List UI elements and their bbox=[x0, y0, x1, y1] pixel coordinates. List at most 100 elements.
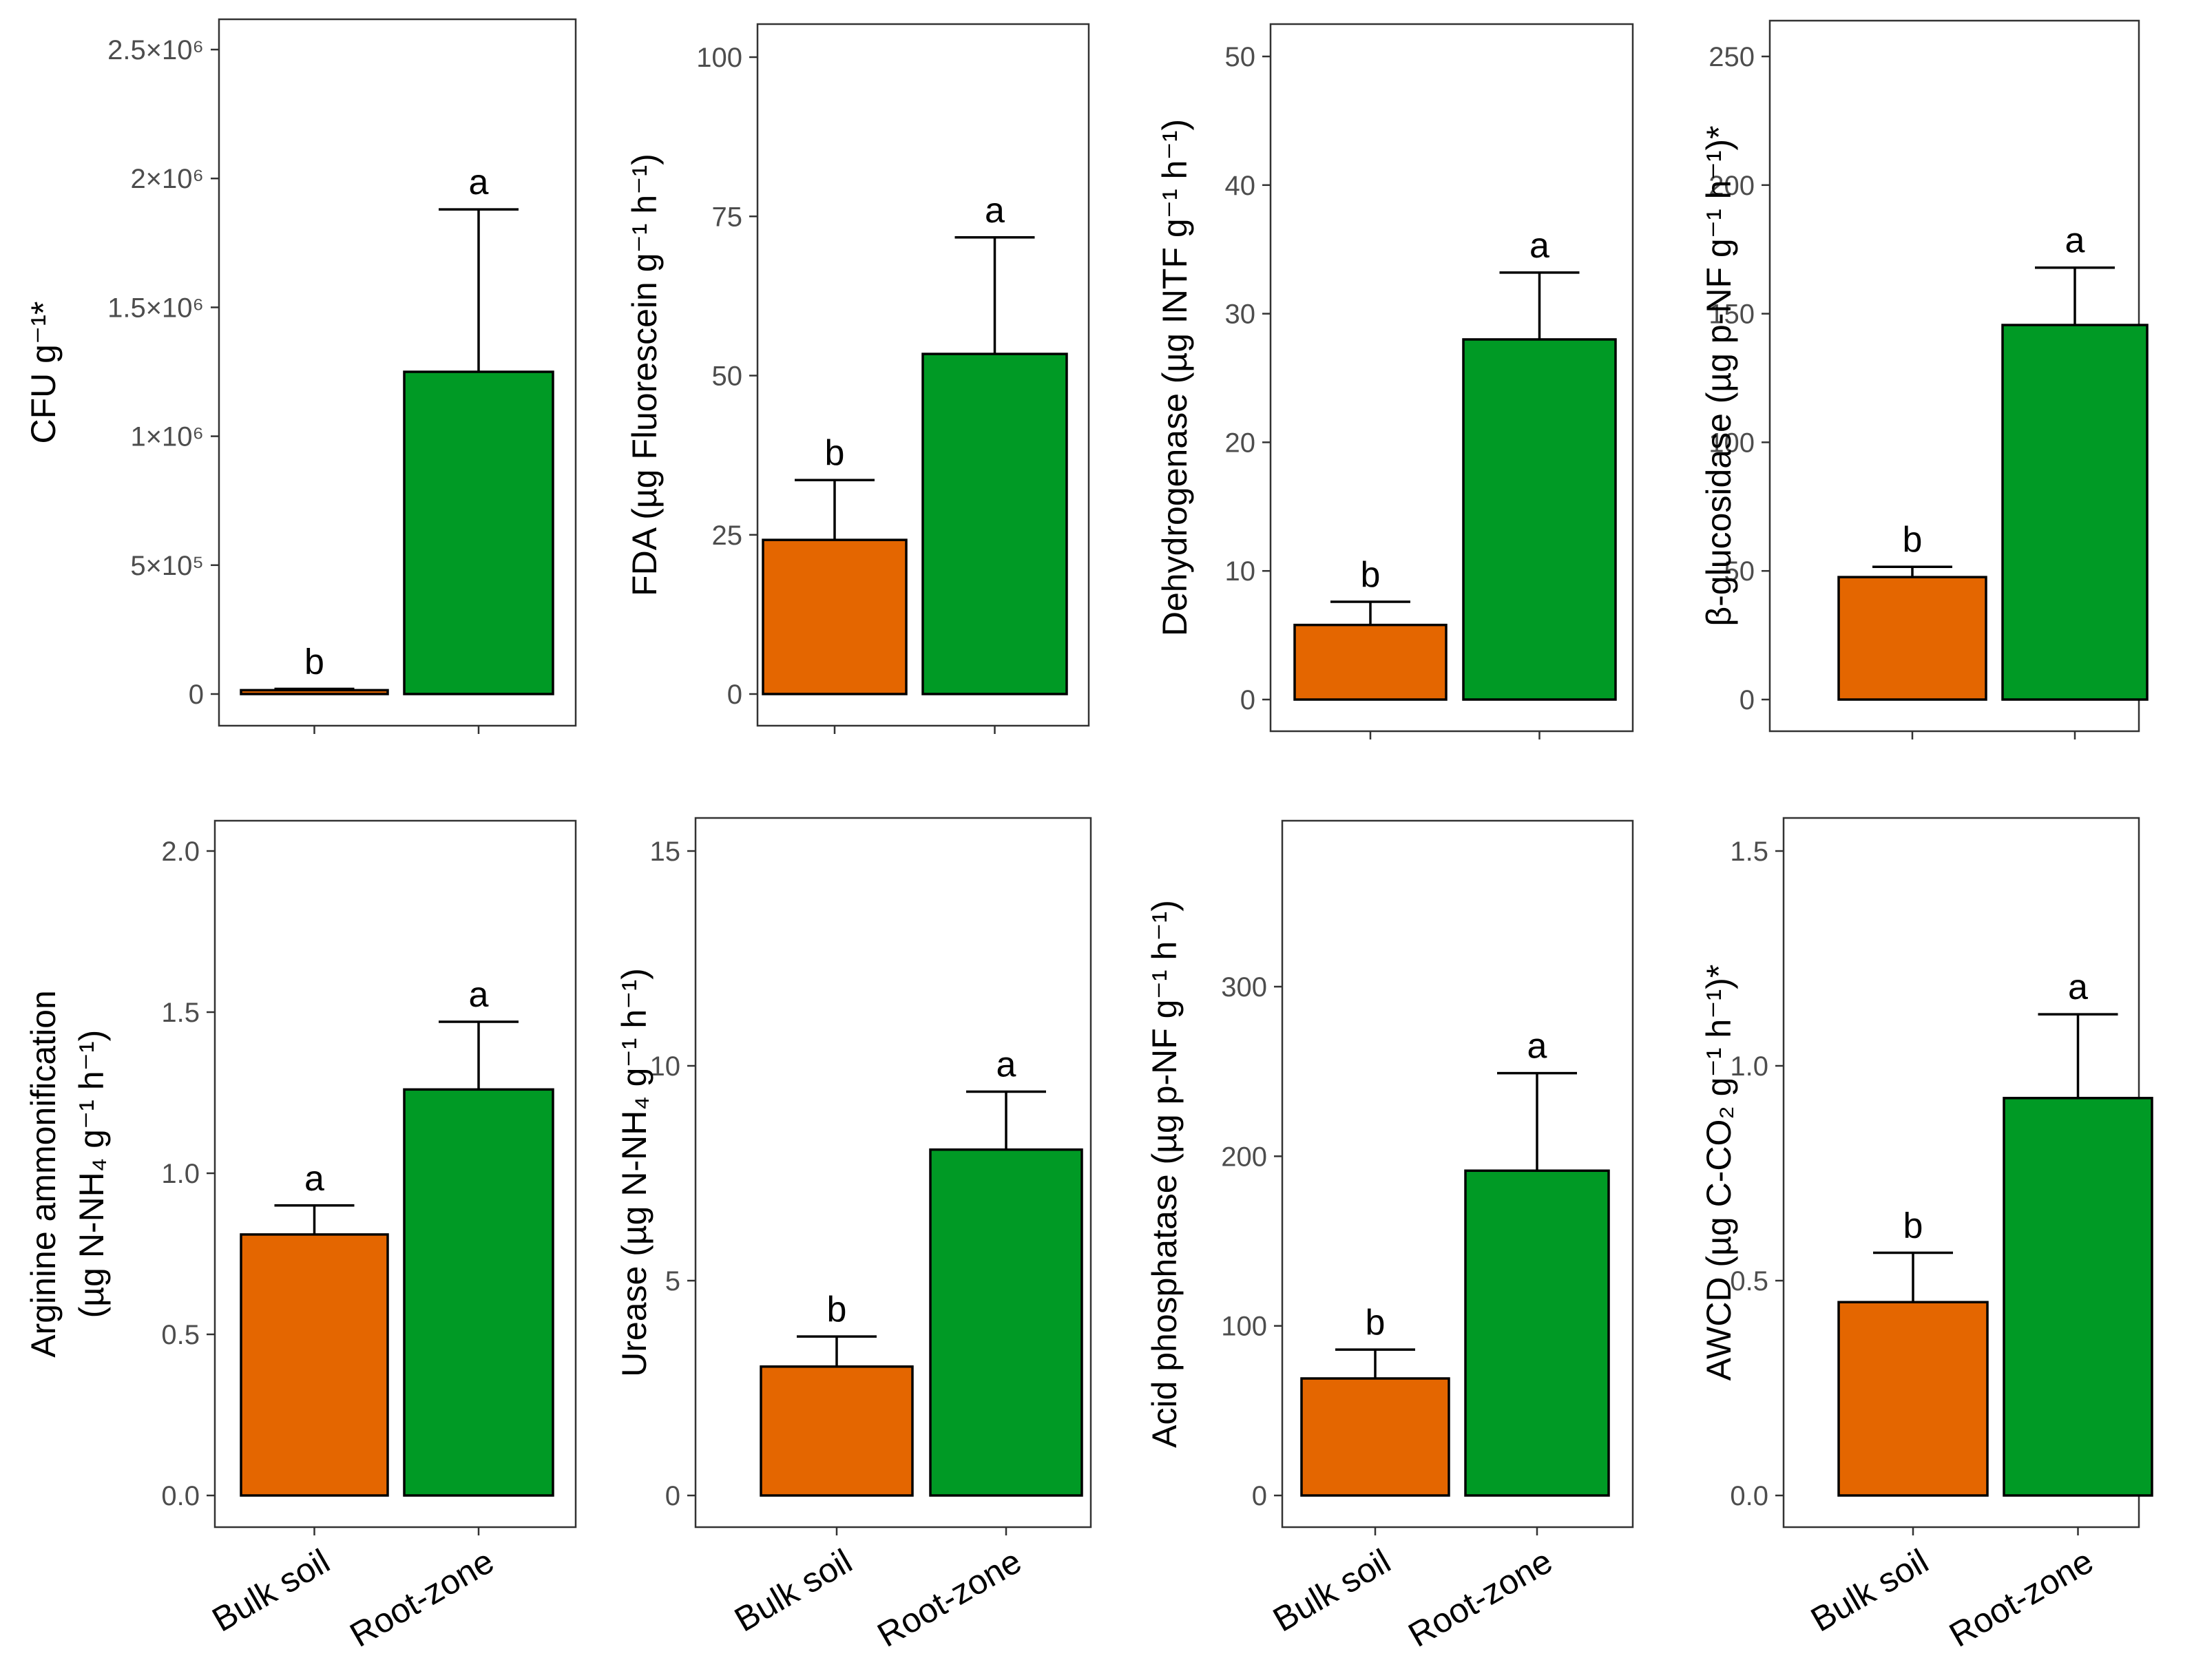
y-tick-label: 0 bbox=[1739, 685, 1755, 715]
y-axis-label-line: (µg N-NH₄ g⁻¹ h⁻¹) bbox=[72, 1030, 111, 1319]
bar-root-zone bbox=[403, 1088, 554, 1497]
y-tick-label: 0 bbox=[189, 680, 204, 710]
y-axis-label: Acid phosphatase (µg p-NF g⁻¹ h⁻¹) bbox=[1145, 900, 1184, 1448]
panel-3: 0 10 20 30 40 50 Dehydrogenase (µg INTF g⁻¹ h⁻… bbox=[1156, 23, 1634, 739]
y-tick-label: 1.5 bbox=[1730, 837, 1768, 867]
y-tick-label: 0.5 bbox=[161, 1320, 200, 1350]
y-axis-label-line: AWCD (µg C-CO₂ g⁻¹ h⁻¹)* bbox=[1700, 965, 1738, 1381]
bar-bulk-soil bbox=[762, 538, 908, 695]
y-axis-label: Urease (µg N-NH₄ g⁻¹ h⁻¹) bbox=[615, 968, 654, 1377]
plot-frame bbox=[218, 18, 577, 727]
x-tick-label: Root-zone bbox=[1402, 1542, 1559, 1655]
y-tick-label: 75 bbox=[712, 202, 743, 232]
significance-letter: b bbox=[304, 642, 324, 682]
y-tick-label: 1×10⁶ bbox=[130, 422, 204, 452]
panel-4: 0 50 100 150 200 250 β-glucosidase (µg p-NF g⁻… bbox=[1700, 19, 2149, 739]
significance-letter: a bbox=[304, 1159, 324, 1199]
y-tick-label: 40 bbox=[1225, 171, 1256, 201]
y-axis-label-line: β-glucosidase (µg p-NF g⁻¹ h⁻¹)* bbox=[1700, 125, 1738, 626]
significance-letter: a bbox=[469, 975, 489, 1015]
bar-root-zone bbox=[403, 370, 554, 695]
significance-letter: b bbox=[1903, 1206, 1923, 1246]
y-tick-label: 250 bbox=[1709, 42, 1755, 72]
plot-frame bbox=[1281, 819, 1634, 1529]
x-tick-label: Bulk soil bbox=[1266, 1542, 1397, 1639]
y-axis-label-line: Acid phosphatase (µg p-NF g⁻¹ h⁻¹) bbox=[1145, 900, 1184, 1448]
panel-7: 0 100 200 300 Acid phosphatase (µg p-NF g⁻¹ … bbox=[1145, 819, 1634, 1655]
y-tick-label: 20 bbox=[1225, 428, 1256, 458]
y-tick-label: 0 bbox=[727, 680, 742, 710]
bar-bulk-soil bbox=[1837, 576, 1987, 701]
y-tick-label: 0 bbox=[665, 1481, 680, 1511]
significance-letter: b bbox=[825, 433, 845, 473]
significance-letter: a bbox=[2068, 967, 2088, 1007]
y-tick-label: 0 bbox=[1240, 685, 1255, 715]
y-tick-label: 5 bbox=[665, 1266, 680, 1296]
x-tick-label: Bulk soil bbox=[1804, 1542, 1934, 1639]
y-axis-label: FDA (µg Fluorescein g⁻¹ h⁻¹) bbox=[625, 154, 664, 596]
y-tick-label: 100 bbox=[696, 43, 742, 73]
y-tick-label: 100 bbox=[1221, 1312, 1267, 1342]
y-tick-label: 50 bbox=[1724, 556, 1755, 587]
x-tick-label: Bulk soil bbox=[728, 1542, 858, 1639]
y-tick-label: 25 bbox=[712, 521, 743, 551]
bar-root-zone bbox=[921, 353, 1068, 695]
significance-letter: a bbox=[1529, 226, 1549, 266]
y-tick-label: 2×10⁶ bbox=[130, 164, 204, 194]
panel-8: 0.0 0.5 1.0 1.5 AWCD (µg C-CO₂ g⁻¹ h⁻¹)* b Bul… bbox=[1700, 817, 2153, 1655]
bar-bulk-soil bbox=[1293, 623, 1448, 701]
y-tick-label: 1.0 bbox=[161, 1159, 200, 1189]
y-tick-label: 30 bbox=[1225, 300, 1256, 330]
y-tick-label: 0 bbox=[1252, 1481, 1267, 1511]
bar-root-zone bbox=[2003, 1097, 2153, 1497]
significance-letter: a bbox=[2065, 221, 2085, 261]
x-tick-label: Root-zone bbox=[1943, 1542, 2100, 1655]
panel-6: 0 5 10 15 Urease (µg N-NH₄ g⁻¹ h⁻¹) b Bulk soi… bbox=[615, 817, 1092, 1655]
bar-root-zone bbox=[1464, 1169, 1610, 1497]
bar-bulk-soil bbox=[760, 1365, 914, 1497]
y-tick-label: 5×10⁵ bbox=[130, 551, 204, 581]
y-tick-label: 200 bbox=[1709, 171, 1755, 201]
y-tick-label: 1.5×10⁶ bbox=[107, 293, 204, 323]
significance-letter: b bbox=[1903, 520, 1923, 560]
y-tick-label: 50 bbox=[1225, 42, 1256, 72]
bar-bulk-soil bbox=[240, 689, 389, 695]
bar-root-zone bbox=[929, 1148, 1083, 1497]
significance-letter: a bbox=[469, 162, 489, 202]
y-tick-label: 300 bbox=[1221, 972, 1267, 1002]
bar-bulk-soil bbox=[1837, 1301, 1989, 1497]
significance-letter: b bbox=[827, 1290, 847, 1330]
x-tick-label: Root-zone bbox=[344, 1542, 501, 1655]
bar-root-zone bbox=[1462, 338, 1617, 701]
y-tick-label: 200 bbox=[1221, 1142, 1267, 1172]
y-tick-label: 0.5 bbox=[1730, 1266, 1768, 1296]
x-tick-label: Bulk soil bbox=[206, 1542, 336, 1639]
x-tick-label: Root-zone bbox=[871, 1542, 1028, 1655]
y-axis-label: AWCD (µg C-CO₂ g⁻¹ h⁻¹)* bbox=[1700, 965, 1738, 1381]
significance-letter: b bbox=[1366, 1303, 1386, 1343]
y-axis-label: Arginine ammonification (µg N-NH₄ g⁻¹ h⁻¹… bbox=[24, 990, 111, 1358]
y-axis-label-line: Arginine ammonification bbox=[24, 990, 63, 1358]
bar-root-zone bbox=[2001, 324, 2149, 701]
panel-5: 0.0 0.5 1.0 1.5 2.0 Arginine ammonification (µ… bbox=[24, 819, 577, 1655]
y-tick-label: 50 bbox=[712, 361, 743, 392]
y-tick-label: 0.0 bbox=[1730, 1481, 1768, 1511]
y-axis-label: β-glucosidase (µg p-NF g⁻¹ h⁻¹)* bbox=[1700, 125, 1738, 626]
y-tick-label: 2.0 bbox=[161, 837, 200, 867]
panel-2: 0 25 50 75 100 FDA (µg Fluorescein g⁻¹ h⁻¹) b a bbox=[625, 23, 1090, 734]
y-tick-label: 150 bbox=[1709, 300, 1755, 330]
significance-letter: a bbox=[985, 191, 1005, 231]
y-tick-label: 2.5×10⁶ bbox=[107, 35, 204, 65]
y-axis-label: Dehydrogenase (µg INTF g⁻¹ h⁻¹) bbox=[1156, 119, 1194, 636]
y-axis-label-line: FDA (µg Fluorescein g⁻¹ h⁻¹) bbox=[625, 154, 664, 596]
significance-letter: a bbox=[1527, 1027, 1547, 1067]
y-axis-label-line: Dehydrogenase (µg INTF g⁻¹ h⁻¹) bbox=[1156, 119, 1194, 636]
panel-1: 0 5×10⁵ 1×10⁶ 1.5×10⁶ 2×10⁶ 2.5×10⁶ CFU g⁻¹* b a bbox=[24, 18, 577, 734]
y-axis-label: CFU g⁻¹* bbox=[24, 302, 63, 444]
y-tick-label: 1.0 bbox=[1730, 1051, 1768, 1082]
bar-bulk-soil bbox=[1300, 1377, 1450, 1497]
y-tick-label: 100 bbox=[1709, 428, 1755, 458]
significance-letter: b bbox=[1361, 555, 1381, 595]
